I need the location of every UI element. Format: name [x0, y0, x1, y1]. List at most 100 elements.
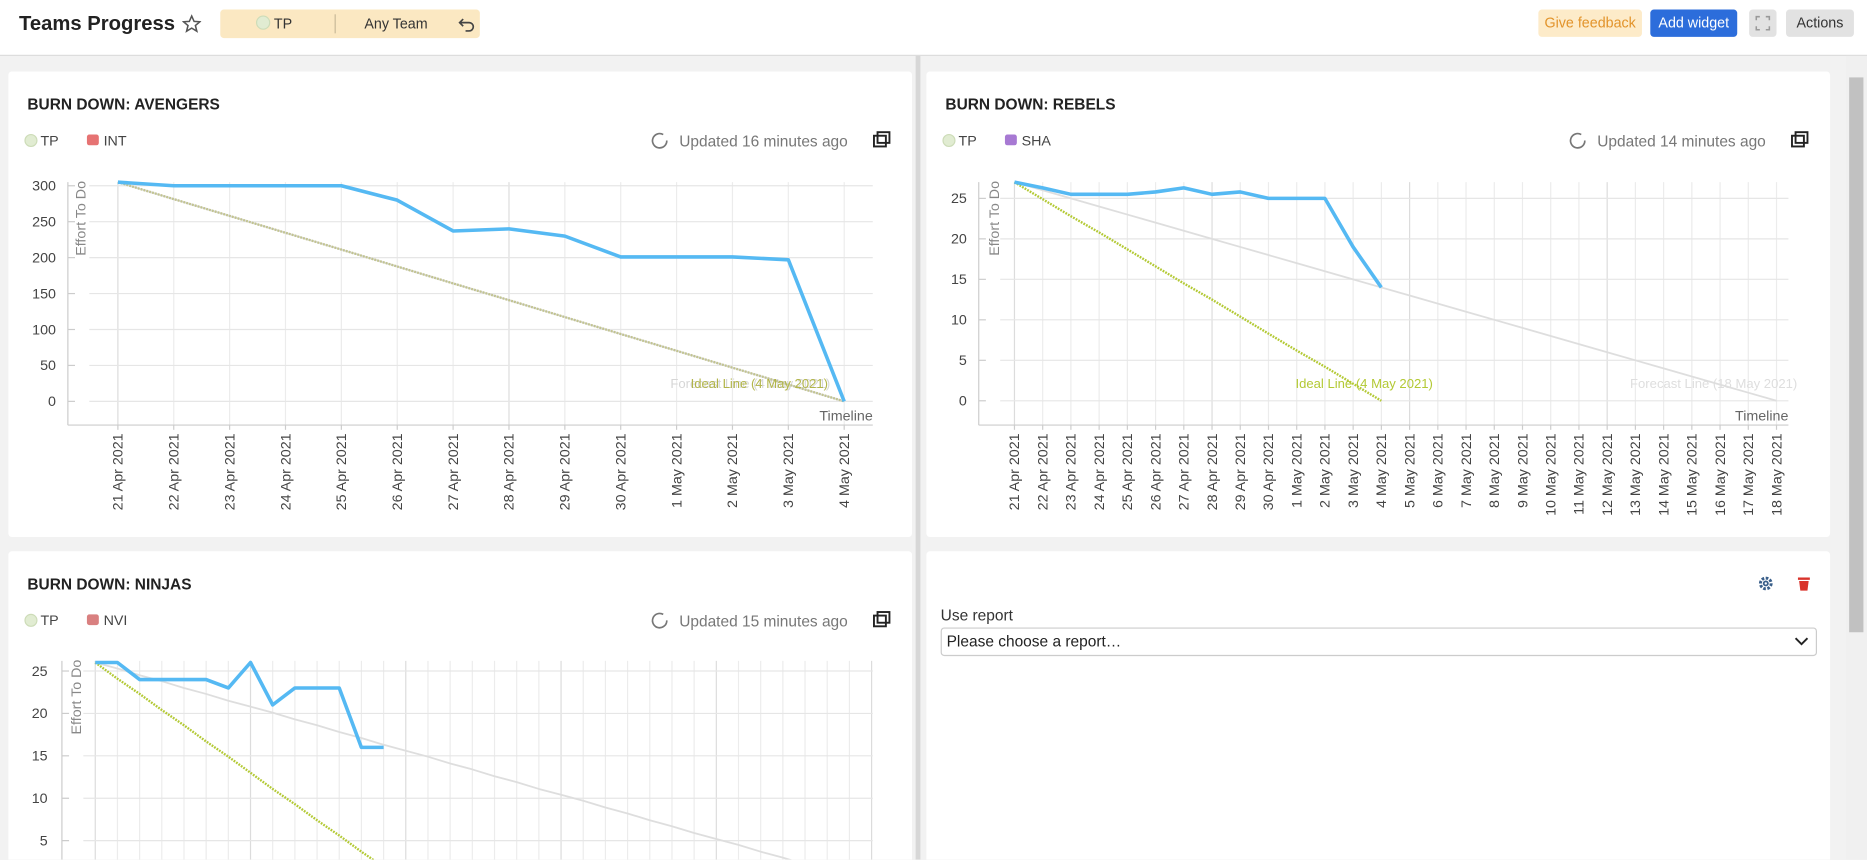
x-tick-label: 22 Apr 2021 [1035, 433, 1051, 510]
tag: INT [104, 133, 127, 149]
x-tick-label: 6 May 2021 [1431, 433, 1447, 508]
series-line [1013, 181, 1382, 402]
tag-dot [24, 133, 38, 148]
y-tick-label: 5 [40, 833, 48, 849]
column-splitter[interactable] [915, 55, 921, 860]
expand-icon [1791, 134, 1805, 148]
y-tick-label: 0 [48, 394, 56, 410]
x-tick-label: 30 Apr 2021 [613, 433, 629, 510]
series-label: Ideal Line (4 May 2021) [1295, 376, 1432, 391]
x-tick-label: 4 May 2021 [837, 433, 853, 508]
y-tick-label: 20 [32, 706, 48, 722]
x-tick-label: 1 May 2021 [669, 433, 685, 508]
x-tick-label: 3 May 2021 [781, 433, 797, 508]
y-tick-label: 5 [959, 353, 967, 369]
x-tick-label: 12 May 2021 [1600, 433, 1616, 516]
x-tick-label: 30 Apr 2021 [1261, 433, 1277, 510]
tag-icon [86, 134, 99, 146]
x-tick-label: 25 Apr 2021 [1120, 433, 1136, 510]
x-tick-label: 13 May 2021 [1628, 433, 1644, 516]
scrollbar-thumb[interactable] [1849, 77, 1864, 633]
y-axis-label: Effort To Do [987, 181, 1003, 256]
scrollbar[interactable] [1845, 55, 1867, 860]
series-line [1014, 180, 1383, 289]
add-widget-button[interactable]: Add widget [1650, 9, 1738, 37]
y-tick-label: 0 [959, 394, 967, 410]
x-tick-label: 4 May 2021 [1374, 433, 1390, 508]
x-tick-label: 27 Apr 2021 [1177, 433, 1193, 510]
actions-button[interactable]: Actions [1786, 9, 1854, 37]
refresh-icon [1569, 132, 1586, 149]
refresh-icon [651, 612, 668, 629]
x-tick-label: 24 Apr 2021 [278, 433, 294, 510]
x-tick-label: 23 Apr 2021 [222, 433, 238, 510]
series-line [117, 180, 846, 403]
x-tick-label: 14 May 2021 [1656, 433, 1672, 516]
widget-title: BURN DOWN: REBELS [945, 97, 1115, 114]
widget-avengers [8, 71, 913, 538]
filter-pill[interactable]: TP Any Team [220, 9, 480, 39]
x-tick-label: 15 May 2021 [1685, 433, 1701, 516]
y-tick-label: 25 [32, 664, 48, 680]
x-tick-label: 1 May 2021 [1289, 433, 1305, 508]
x-tick-label: 17 May 2021 [1741, 433, 1757, 516]
x-tick-label: 25 Apr 2021 [334, 433, 350, 510]
x-tick-label: 3 May 2021 [1346, 433, 1362, 508]
y-tick-label: 50 [40, 358, 56, 374]
tag-icon [86, 614, 99, 626]
x-tick-label: 18 May 2021 [1769, 433, 1785, 516]
feedback-button[interactable]: Give feedback [1538, 9, 1642, 37]
expand-icon-back [1794, 131, 1809, 144]
refresh-icon [651, 132, 668, 149]
y-tick-label: 250 [32, 214, 56, 230]
x-axis-label: Timeline [1735, 408, 1788, 424]
widget-report: Use report Please choose a report… [926, 551, 1831, 860]
x-tick-label: 24 Apr 2021 [1092, 433, 1108, 510]
series-line [94, 661, 376, 860]
expand-icon-back [876, 131, 891, 144]
y-tick-label: 10 [951, 313, 967, 329]
x-tick-label: 26 Apr 2021 [390, 433, 406, 510]
x-tick-label: 2 May 2021 [1318, 433, 1334, 508]
y-tick-label: 150 [32, 286, 56, 302]
divider [334, 14, 336, 34]
tag-dot [24, 613, 38, 627]
series-line [95, 660, 384, 750]
delete-icon[interactable] [1796, 575, 1813, 592]
x-tick-label: 22 Apr 2021 [167, 433, 183, 510]
x-tick-label: 10 May 2021 [1543, 433, 1559, 516]
undo-icon[interactable] [457, 14, 476, 33]
y-tick-label: 15 [32, 749, 48, 765]
y-tick-label: 300 [32, 179, 56, 195]
x-tick-label: 28 Apr 2021 [1205, 433, 1221, 510]
chevron [1794, 637, 1809, 646]
tag-dot [942, 133, 956, 148]
fullscreen-icon [1755, 15, 1771, 31]
updated-text: Updated 14 minutes ago [1597, 133, 1766, 150]
settings-icon[interactable] [1757, 575, 1774, 592]
y-tick-label: 15 [951, 272, 967, 288]
x-tick-label: 28 Apr 2021 [502, 433, 518, 510]
favorite-star[interactable] [182, 14, 202, 33]
report-select[interactable]: Please choose a report… [940, 627, 1817, 657]
x-tick-label: 11 May 2021 [1572, 433, 1588, 514]
widget-title: BURN DOWN: AVENGERS [27, 97, 220, 114]
tag: SHA [1022, 133, 1052, 149]
expand-icon [873, 134, 887, 148]
x-tick-label: 21 Apr 2021 [111, 433, 127, 510]
widget-ninjas [8, 551, 913, 860]
fullscreen-button[interactable] [1749, 9, 1777, 37]
filter-team: Any Team [364, 15, 428, 33]
y-axis-label: Effort To Do [69, 660, 85, 735]
series-line [1014, 181, 1777, 402]
y-tick-label: 10 [32, 791, 48, 807]
tag: NVI [104, 613, 128, 629]
series-line [95, 661, 793, 860]
expand-icon-back [876, 611, 891, 624]
y-tick-label: 20 [951, 232, 967, 248]
page-title: Teams Progress [19, 11, 176, 35]
header: Teams Progress TP Any Team Give feedback… [0, 0, 1867, 56]
